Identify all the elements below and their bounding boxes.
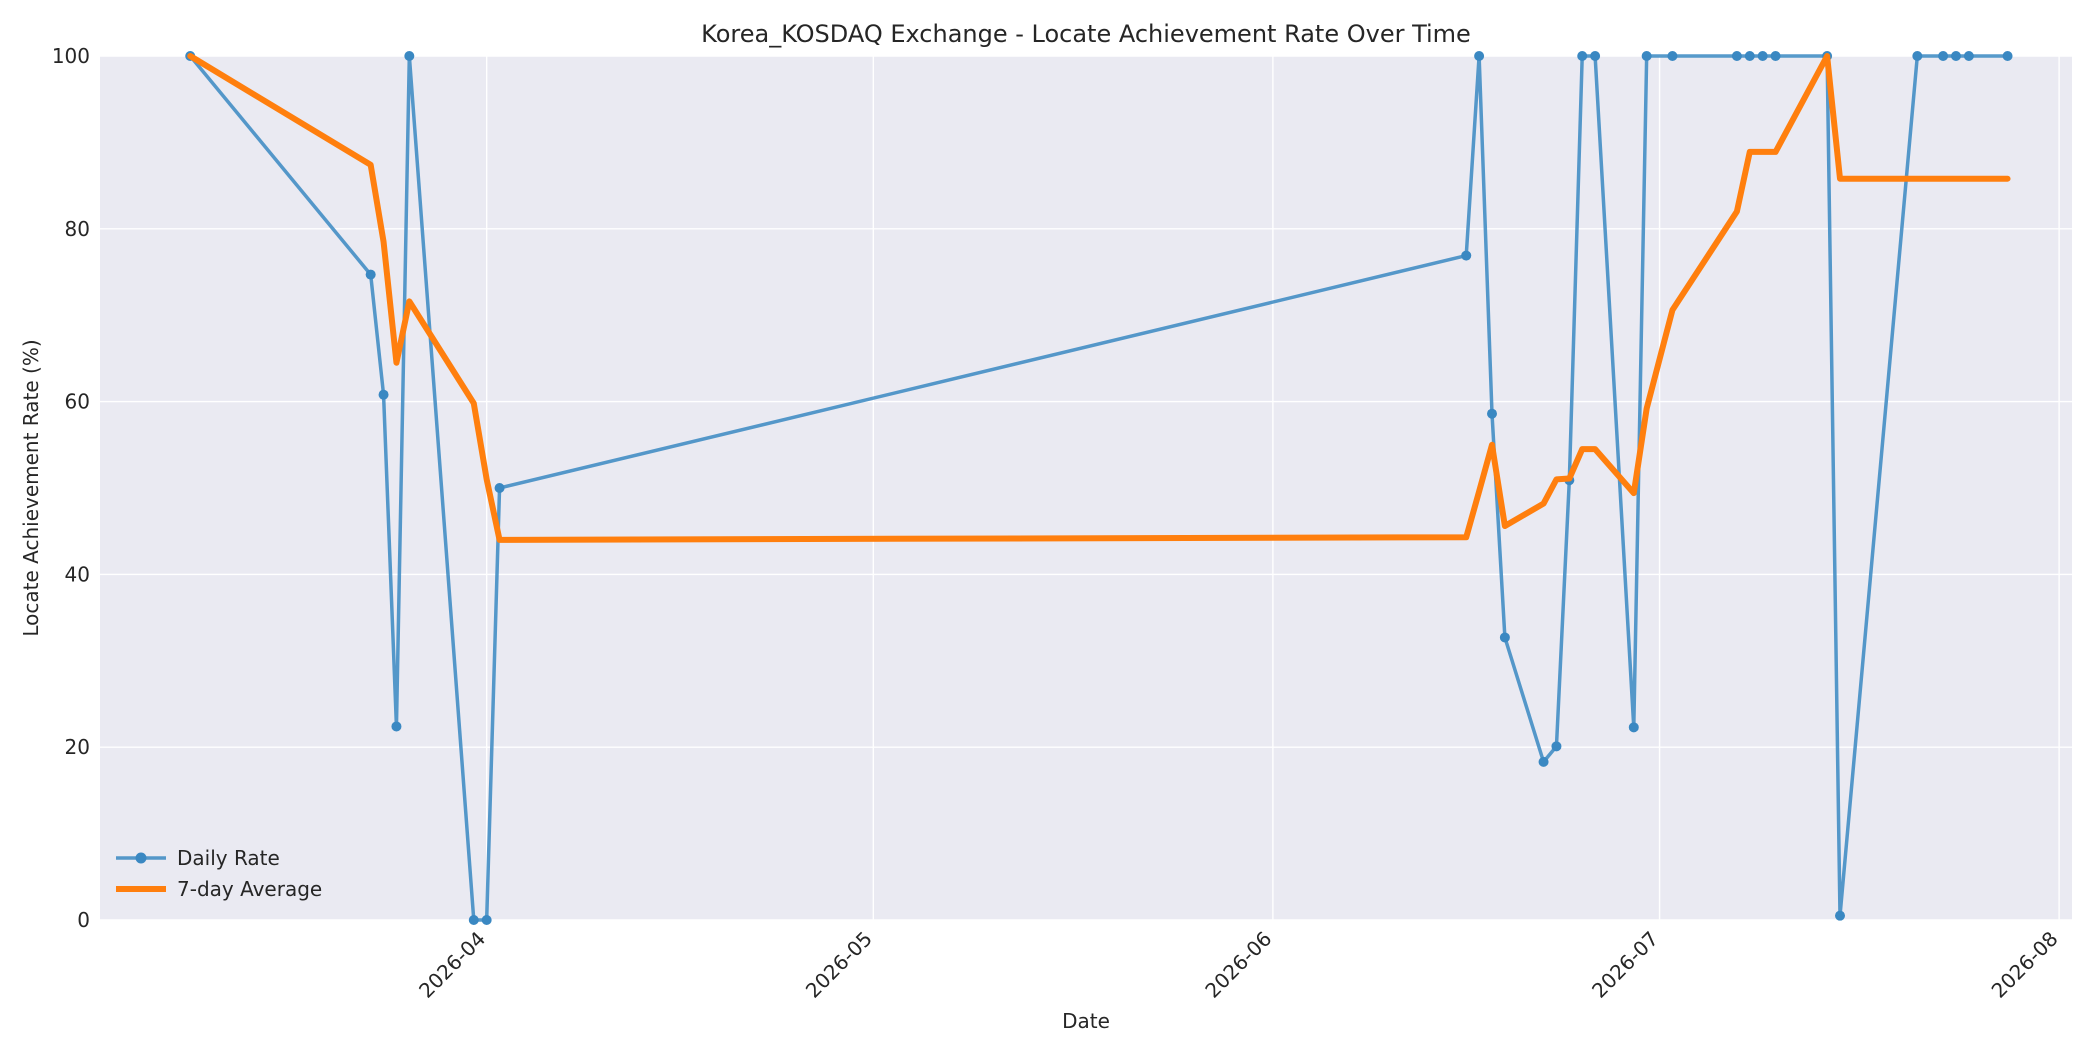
legend-label-7-day-average: 7-day Average (177, 877, 322, 901)
plot-area (100, 56, 2072, 920)
data-point (404, 51, 415, 61)
y-tick-label: 100 (52, 44, 90, 68)
data-point (1744, 51, 1755, 61)
data-point (1731, 51, 1742, 61)
legend-marker-daily-rate (135, 852, 147, 864)
grid (100, 55, 2072, 921)
data-point (494, 483, 505, 493)
data-point (481, 915, 492, 925)
data-point (1628, 722, 1639, 733)
data-point (1835, 910, 1845, 921)
data-point (1963, 51, 1974, 61)
x-axis-label: Date (1062, 1009, 1110, 1033)
data-point (1951, 51, 1961, 61)
data-point (1641, 51, 1652, 61)
data-point (1577, 51, 1588, 61)
y-tick-label: 80 (65, 217, 90, 241)
data-point (1538, 756, 1549, 767)
y-tick-label: 0 (77, 908, 90, 932)
y-axis-label: Locate Achievement Rate (%) (19, 339, 43, 636)
y-tick-label: 20 (65, 735, 90, 759)
data-point (1474, 51, 1485, 61)
y-tick-label: 60 (65, 390, 90, 414)
data-point (468, 915, 479, 925)
legend-label-daily-rate: Daily Rate (177, 846, 280, 870)
data-point (391, 721, 402, 732)
data-point (1938, 51, 1949, 61)
data-point (1667, 51, 1678, 61)
chart-title: Korea_KOSDAQ Exchange - Locate Achieveme… (701, 20, 1471, 48)
data-point (1487, 408, 1497, 419)
data-point (1551, 741, 1562, 752)
data-point (1912, 51, 1923, 61)
y-tick-label: 40 (65, 562, 90, 586)
data-point (1499, 632, 1510, 643)
series-line-7-day-average (187, 53, 2011, 543)
data-point (1770, 51, 1781, 61)
data-point (2002, 51, 2013, 61)
data-point (365, 269, 376, 280)
data-point (1757, 51, 1768, 61)
series-layer (185, 51, 2013, 925)
data-point (378, 389, 389, 400)
data-point (1461, 250, 1472, 261)
data-point (1590, 51, 1601, 61)
legend: Daily Rate 7-day Average (116, 846, 322, 901)
